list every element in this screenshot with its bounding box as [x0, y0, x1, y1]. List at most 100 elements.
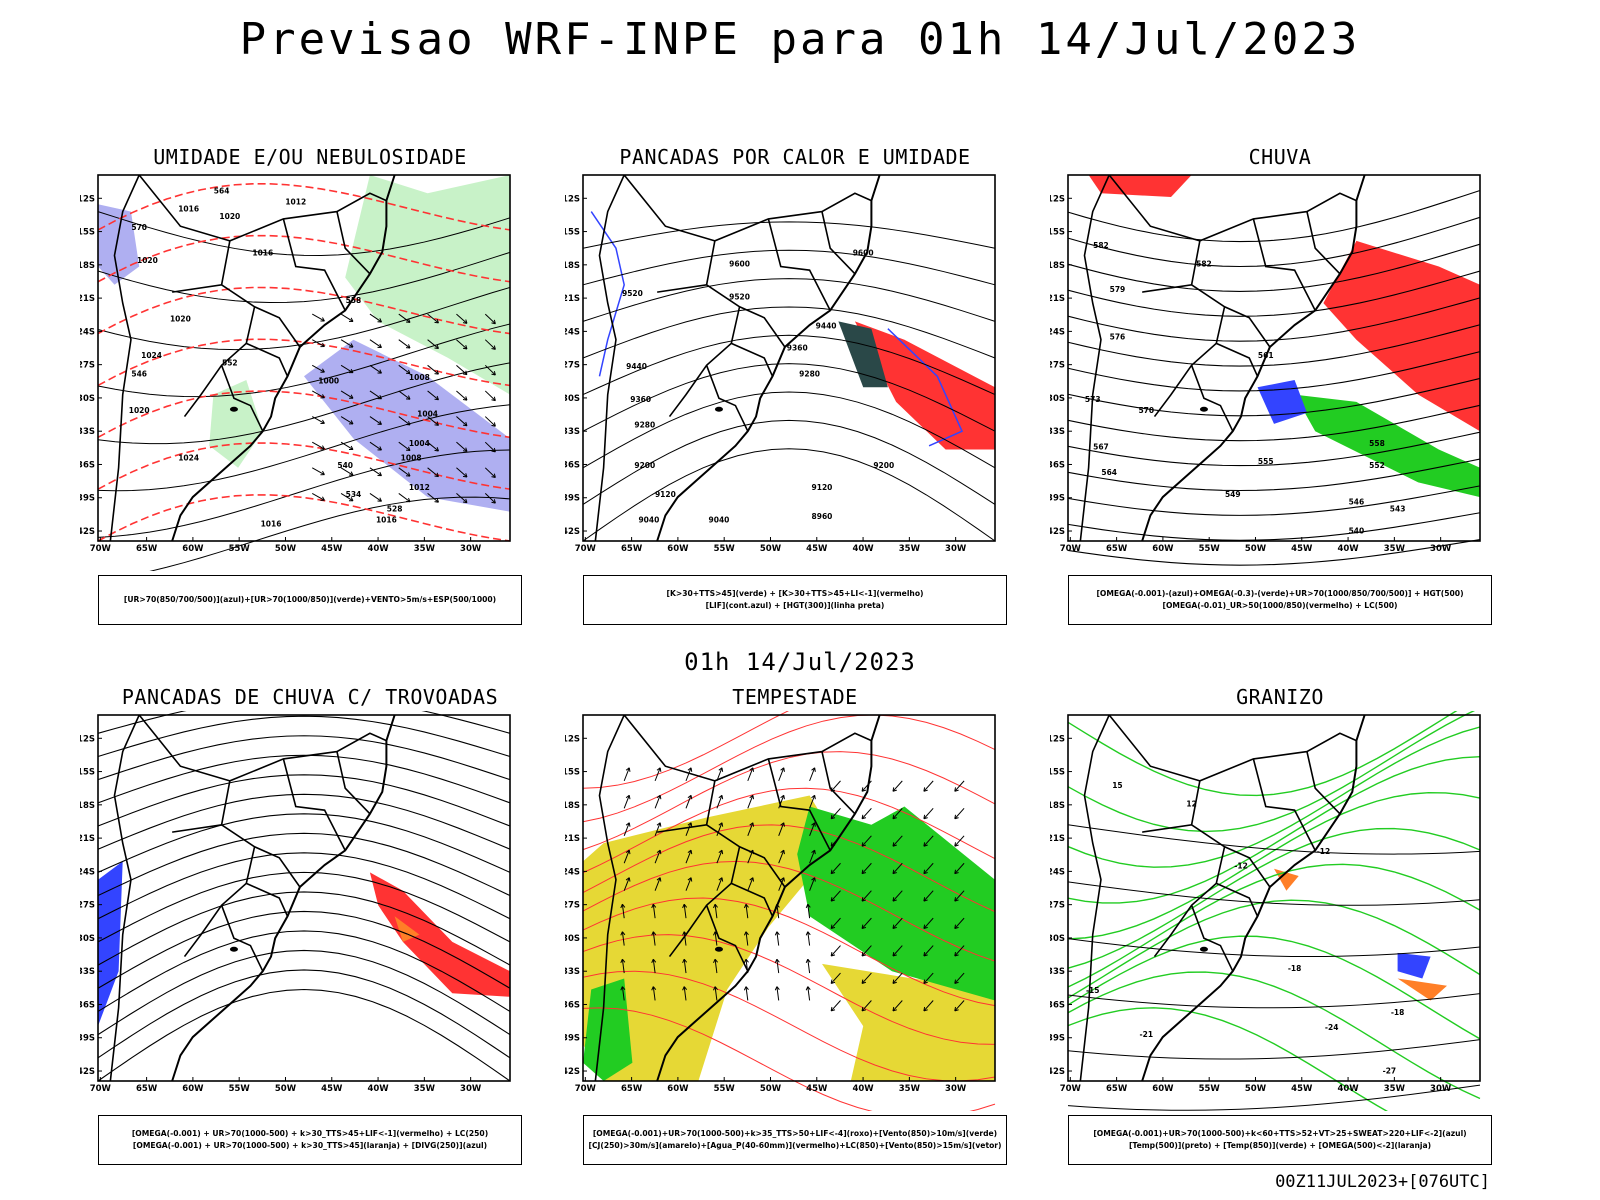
wind-vector-head: [718, 767, 724, 772]
wind-vector-head: [892, 787, 897, 792]
lat-tick-label: 30S: [80, 394, 95, 404]
wind-vector: [745, 904, 749, 919]
pressure-isobar: [97, 211, 511, 256]
wind-vector: [861, 862, 872, 875]
lif-contour: [887, 328, 964, 447]
thickness-line: [97, 390, 511, 439]
wind-vector-head: [405, 344, 411, 349]
wind-vector-head: [687, 877, 693, 882]
temp500-contour: [1067, 993, 1481, 1009]
wind-vector: [621, 959, 625, 974]
lat-tick-label: 39S: [565, 1034, 580, 1044]
lon-tick-label: 40W: [367, 1084, 389, 1094]
stream-line: [97, 852, 511, 920]
wind-vector: [654, 767, 661, 782]
lat-tick-label: 21S: [80, 294, 95, 304]
stream-line: [97, 774, 511, 827]
lat-tick-label: 21S: [80, 834, 95, 844]
stream-line: [1067, 431, 1481, 467]
wind-vector: [652, 904, 656, 919]
lon-tick-label: 60W: [182, 544, 204, 554]
country-border: [1190, 905, 1234, 972]
country-border: [1190, 732, 1357, 825]
lon-tick-label: 30W: [1430, 1084, 1452, 1094]
coastline: [656, 174, 881, 542]
lat-tick-label: 18S: [565, 261, 580, 271]
wind-vector: [954, 917, 965, 929]
contour-label: 9360: [787, 344, 808, 353]
wind-vector-head: [892, 924, 897, 930]
contour-label: 9600: [729, 260, 750, 269]
lat-tick-label: 42S: [80, 527, 95, 537]
wind-vector-head: [811, 849, 816, 855]
contour-label: 1020: [170, 314, 191, 323]
lon-tick-label: 60W: [667, 1084, 689, 1094]
lat-tick-label: 24S: [565, 867, 580, 877]
contour-label: 1020: [129, 406, 150, 415]
country-border: [109, 714, 140, 1082]
wind-vector-head: [892, 842, 897, 847]
stream-line: [1067, 243, 1481, 292]
wind-vector-head: [491, 473, 496, 478]
lat-tick-label: 39S: [80, 494, 95, 504]
wind-vector: [892, 917, 903, 929]
country-border: [138, 714, 231, 782]
wind-vector: [809, 822, 816, 836]
map-frame: [1067, 174, 1481, 542]
instability-teal-area: [838, 321, 888, 388]
wind-vector-head: [923, 787, 928, 792]
lif-contour: [590, 211, 625, 377]
jet-yellow-area: [583, 795, 839, 1081]
lat-tick-label: 21S: [1050, 294, 1065, 304]
lat-tick-label: 33S: [80, 967, 95, 977]
wind-vector-head: [861, 842, 867, 847]
wind-vector-head: [625, 794, 631, 800]
lon-tick-label: 70W: [575, 1084, 597, 1094]
lat-tick-label: 12S: [565, 194, 580, 204]
wind-vector: [861, 972, 872, 984]
wind-vector-head: [348, 420, 354, 425]
wind-vector-head: [651, 986, 657, 991]
contour-label: 8960: [812, 512, 833, 521]
wind-vector-head: [954, 814, 959, 820]
pressure-isobar: [97, 251, 511, 304]
wind-vector-head: [861, 787, 867, 792]
lat-tick-label: 15S: [565, 768, 580, 778]
lon-tick-label: 35W: [1384, 544, 1406, 554]
main-title: Previsao WRF-INPE para 01h 14/Jul/2023: [239, 14, 1361, 65]
lon-tick-label: 55W: [714, 544, 736, 554]
wind-vector: [954, 780, 965, 792]
lat-tick-label: 15S: [1050, 228, 1065, 238]
stream-line: [97, 715, 511, 758]
lat-tick-label: 12S: [1050, 734, 1065, 744]
lon-tick-label: 30W: [460, 544, 482, 554]
wind-vector-head: [830, 951, 836, 957]
lon-tick-label: 35W: [1384, 1084, 1406, 1094]
wind-vector-head: [656, 767, 662, 772]
wind-vector: [683, 959, 687, 974]
stream-line: [97, 988, 511, 1082]
contour-label: -12: [1234, 862, 1248, 871]
contour-label: -24: [1325, 1023, 1339, 1032]
lat-tick-label: 15S: [80, 768, 95, 778]
lon-tick-label: 65W: [1106, 1084, 1128, 1094]
streamline-850: [582, 751, 996, 851]
country-border: [668, 306, 741, 418]
legend-line: [LIF](cont.azul) + [HGT(300)](linha pret…: [705, 601, 885, 610]
wind-vector: [484, 313, 496, 325]
wind-green-area: [583, 978, 633, 1081]
wind-vector: [654, 850, 661, 864]
wind-vector: [311, 492, 325, 501]
legend-box: [K>30+TTS>45](verde) + [K>30+TTS>45+LI<-…: [583, 575, 1007, 625]
stream-line: [97, 930, 511, 1012]
wind-vector: [892, 890, 903, 902]
contour-label: 570: [131, 223, 147, 232]
wind-vector-head: [749, 877, 755, 882]
wind-vector-head: [348, 471, 354, 476]
wind-vector: [654, 795, 661, 809]
wind-vector-head: [434, 421, 439, 426]
hgt300-contour: [582, 221, 996, 249]
wind-vector: [484, 339, 496, 350]
wind-vector-head: [923, 842, 928, 847]
wind-vector: [861, 807, 872, 820]
